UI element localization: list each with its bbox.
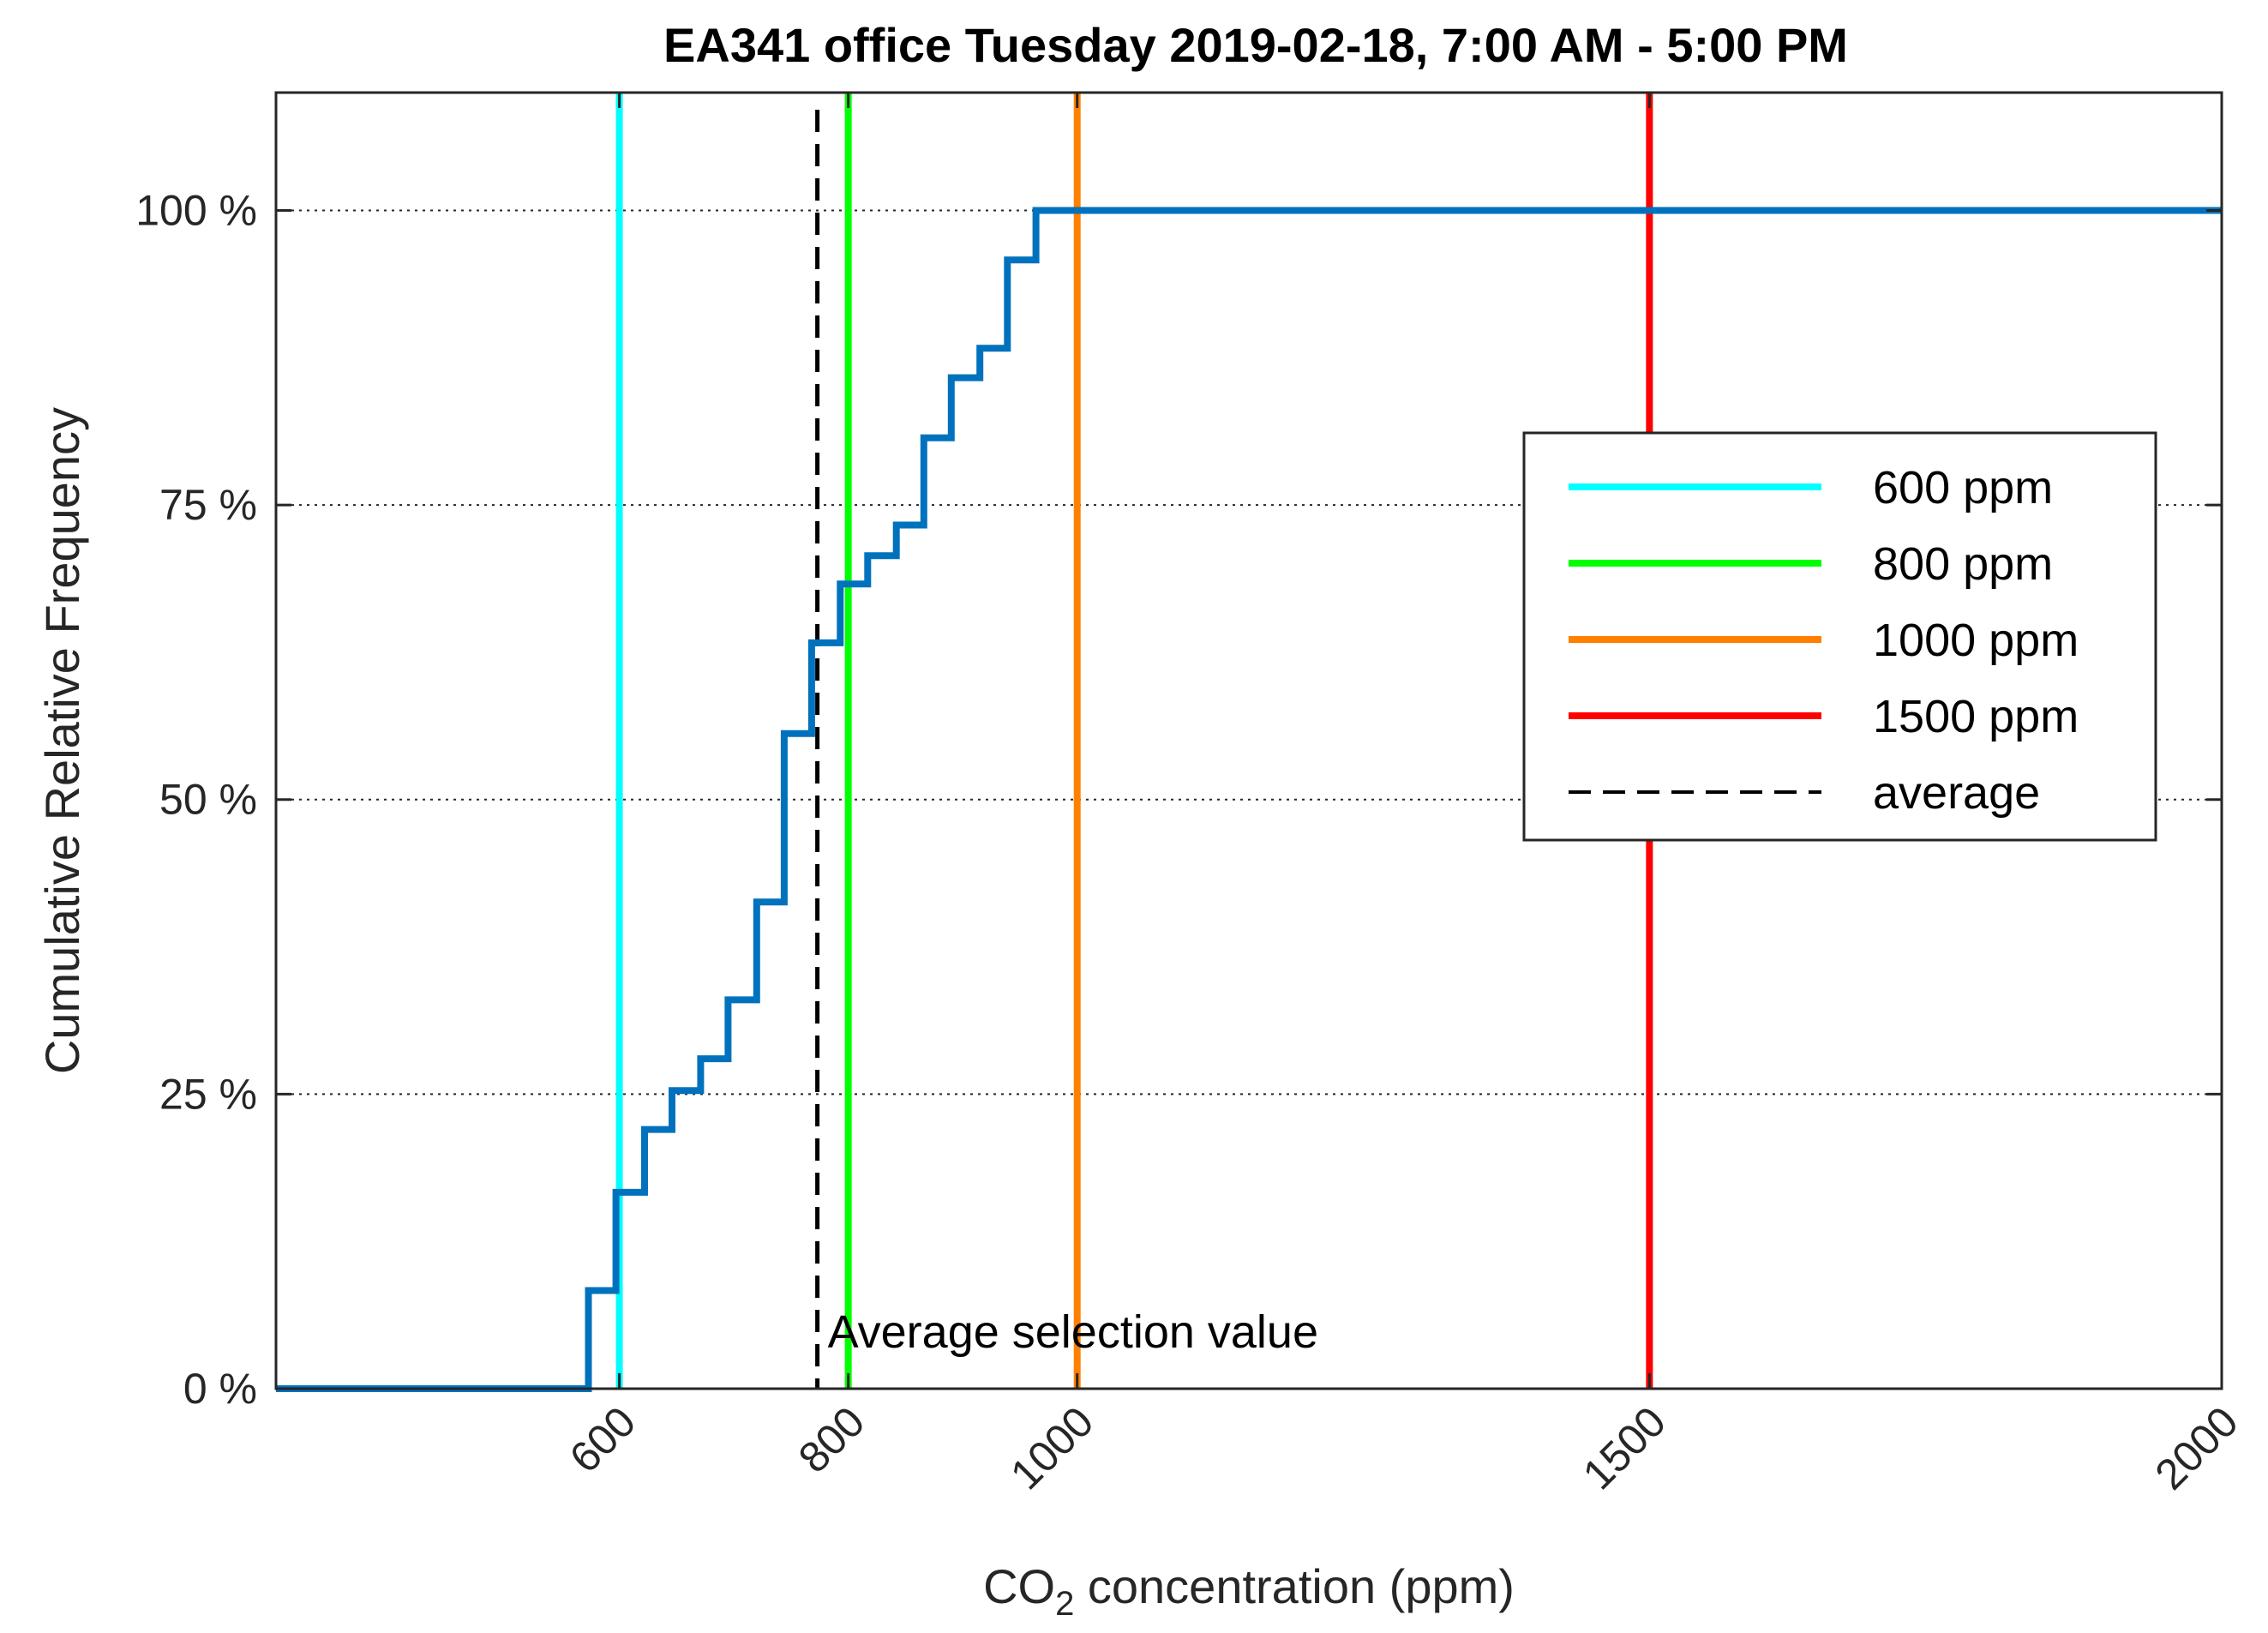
y-tick-label-25: 25 % [159, 1070, 257, 1118]
y-tick-labels: 0 % 25 % 50 % 75 % 100 % [135, 186, 257, 1413]
x-axis-label-subscript: 2 [1055, 1585, 1074, 1623]
legend-items: 600 ppm 800 ppm 1000 ppm 1500 ppm average [1569, 462, 2079, 819]
y-tick-label-75: 75 % [159, 481, 257, 529]
reference-lines [615, 93, 1653, 1389]
x-axis-label-main: CO [983, 1559, 1055, 1613]
legend: 600 ppm 800 ppm 1000 ppm 1500 ppm average [1522, 431, 2157, 842]
average-annotation: Average selection value [828, 1306, 1318, 1358]
legend-label-1000-ppm: 1000 ppm [1873, 615, 2079, 666]
x-tick-labels: 600 800 1000 1500 2000 [561, 1397, 2247, 1498]
x-tick-label-2000: 2000 [2146, 1397, 2247, 1498]
x-axis-label: CO2 concentration (ppm) [983, 1559, 1515, 1623]
legend-label-1500-ppm: 1500 ppm [1873, 691, 2079, 742]
x-tick-label-600: 600 [561, 1397, 645, 1482]
legend-label-800-ppm: 800 ppm [1873, 538, 2053, 590]
axes-frame [274, 91, 2223, 1390]
cdf-series-line [276, 207, 2222, 1392]
x-axis-label-rest: concentration (ppm) [1074, 1559, 1515, 1613]
chart-title: EA341 office Tuesday 2019-02-18, 7:00 AM… [663, 18, 1848, 72]
axis-ticks [276, 93, 2223, 1390]
y-tick-label-50: 50 % [159, 776, 257, 824]
y-tick-label-100: 100 % [135, 186, 257, 234]
y-axis-label: Cumulative Relative Frequency [35, 407, 89, 1074]
x-tick-label-1500: 1500 [1574, 1397, 1675, 1498]
y-tick-label-0: 0 % [183, 1365, 257, 1413]
legend-label-600-ppm: 600 ppm [1873, 462, 2053, 513]
x-tick-label-800: 800 [789, 1397, 874, 1482]
x-tick-label-1000: 1000 [1001, 1397, 1102, 1498]
legend-label-average: average [1873, 767, 2040, 819]
